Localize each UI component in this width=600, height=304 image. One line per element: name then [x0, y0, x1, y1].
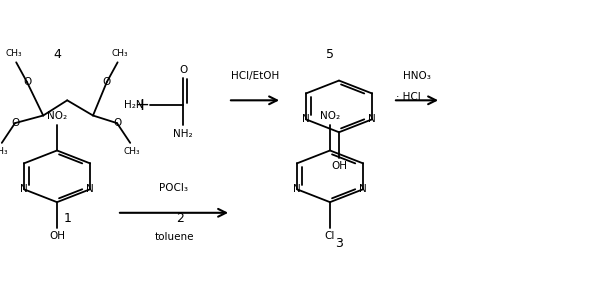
Text: N: N — [302, 114, 310, 124]
Text: CH₃: CH₃ — [112, 49, 128, 58]
Text: +: + — [134, 96, 149, 114]
Text: H₂N: H₂N — [124, 100, 143, 110]
Text: NO₂: NO₂ — [47, 111, 67, 120]
Text: N: N — [20, 184, 28, 194]
Text: OH: OH — [331, 161, 347, 171]
Text: N: N — [359, 184, 367, 194]
Text: 5: 5 — [326, 48, 334, 61]
Text: CH₃: CH₃ — [124, 147, 140, 157]
Text: O: O — [113, 118, 121, 128]
Text: 4: 4 — [53, 48, 61, 61]
Text: O: O — [179, 65, 187, 75]
Text: CH₃: CH₃ — [0, 147, 8, 157]
Text: POCl₃: POCl₃ — [160, 184, 188, 193]
Text: N: N — [86, 184, 94, 194]
Text: OH: OH — [49, 231, 65, 240]
Text: N: N — [368, 114, 376, 124]
Text: NH₂: NH₂ — [173, 129, 193, 139]
Text: O: O — [11, 118, 19, 128]
Text: 3: 3 — [335, 237, 343, 250]
Text: HNO₃: HNO₃ — [403, 71, 431, 81]
Text: O: O — [23, 77, 31, 87]
Text: N: N — [293, 184, 301, 194]
Text: Cl: Cl — [325, 231, 335, 240]
Text: HCl/EtOH: HCl/EtOH — [231, 71, 279, 81]
Text: · HCl: · HCl — [395, 92, 421, 102]
Text: 1: 1 — [63, 212, 71, 225]
Text: CH₃: CH₃ — [5, 49, 22, 58]
Text: 2: 2 — [176, 212, 184, 225]
Text: O: O — [103, 77, 111, 87]
Text: toluene: toluene — [154, 232, 194, 242]
Text: NO₂: NO₂ — [320, 111, 340, 120]
